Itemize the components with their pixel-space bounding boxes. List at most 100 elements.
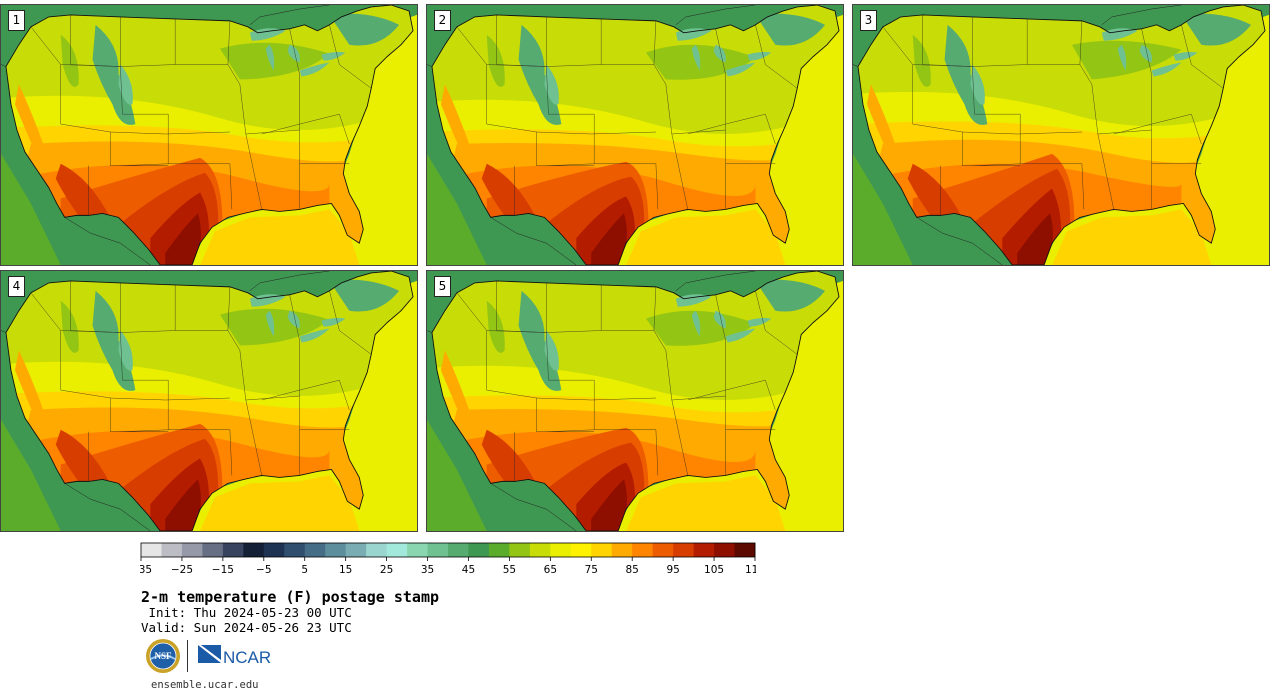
colorbar-swatch [632,543,654,557]
lake-huron [713,44,726,63]
lake-superior [675,28,712,41]
state-borders [882,14,1224,216]
atlantic-water [616,280,843,531]
colorbar-swatch [652,543,674,557]
colorbar-swatch [325,543,347,557]
colorbar-swatch [263,543,285,557]
valid-time: Valid: Sun 2024-05-26 23 UTC [141,620,352,635]
atlantic-water [616,14,843,265]
lake-michigan [265,310,275,337]
panel-number-label: 5 [434,276,451,297]
logo-divider [187,640,188,672]
coastline [431,5,840,265]
lake-erie [725,328,756,343]
colorbar-swatch [714,543,735,557]
colorbar-swatch [304,543,326,557]
colorbar-tick-label: 25 [380,564,393,576]
init-time: Init: Thu 2024-05-23 00 UTC [141,605,352,620]
colorbar-swatch [141,543,162,557]
canada-border [1,271,330,333]
colorbar-tick-label: 35 [421,564,434,576]
map-panel-1: 1 [0,4,418,266]
gulf-water [1052,209,1212,265]
svg-text:NCAR: NCAR [223,648,271,667]
colorbar-swatch [550,543,572,557]
coastline [857,5,1266,265]
lake-michigan [1117,44,1127,71]
lake-superior [249,28,286,41]
gulf-water [626,475,786,531]
mexico-border [490,483,577,531]
lake-superior [675,294,712,307]
source-url: ensemble.ucar.edu [151,679,259,691]
colorbar-swatch [448,543,469,557]
pacific-water [427,153,487,265]
mexico-border [64,483,151,531]
gulf-water [200,209,360,265]
colorbar-swatch [427,543,449,557]
colorbar-swatch [693,543,715,557]
pacific-water [1,419,61,531]
temperature-colorbar: −35 −25 −15 −5 5 15 25 35 45 55 65 75 85 95 105 115 [140,542,756,576]
colorbar-swatch [407,543,428,557]
lake-huron [713,310,726,329]
lake-erie [299,328,330,343]
map-panel-3: 3 [852,4,1270,266]
lake-huron [287,310,300,329]
colorbar-tick-label: 75 [585,564,598,576]
state-borders [30,14,372,216]
lake-erie [299,62,330,77]
canada-border [853,5,1182,67]
state-borders [456,280,798,482]
colorbar-tick-label: 115 [745,564,756,576]
mexico-border [916,217,1003,265]
lake-ontario [747,317,772,327]
colorbar-tick-label: −25 [171,564,193,576]
atlantic-water [190,280,417,531]
coastline [5,271,414,531]
mexico-border [490,217,577,265]
gulf-water [200,475,360,531]
pacific-water [427,419,487,531]
ncar-logo-icon: NCAR [198,645,271,667]
colorbar-swatch [366,543,387,557]
canada-border [427,5,756,67]
canada-border [1,5,330,67]
map-panel-4: 4 [0,270,418,532]
pacific-water [1,153,61,265]
coastline [5,5,414,265]
colorbar-swatch [611,543,633,557]
colorbar-tick-label: −35 [140,564,152,576]
map-panel-2: 2 [426,4,844,266]
map-panel-5: 5 [426,270,844,532]
colorbar-tick-label: 45 [462,564,475,576]
lake-erie [725,62,756,77]
panel-number-label: 1 [8,10,25,31]
lake-superior [1101,28,1138,41]
colorbar-tick-label: 85 [626,564,639,576]
lake-superior [249,294,286,307]
colorbar-swatch [673,543,694,557]
gulf-water [626,209,786,265]
nsf-logo-icon: NSF [146,639,180,673]
coastline [431,271,840,531]
lake-huron [287,44,300,63]
colorbar-swatch [284,543,306,557]
atlantic-water [190,14,417,265]
colorbar-swatch [202,543,224,557]
colorbar-tick-label: 65 [544,564,557,576]
lake-erie [1151,62,1182,77]
colorbar-swatch [468,543,490,557]
state-borders [30,280,372,482]
atlantic-water [1042,14,1269,265]
colorbar-swatch [529,543,551,557]
colorbar-swatch [181,543,203,557]
mexico-border [64,217,151,265]
pacific-water [853,153,913,265]
colorbar-swatch [591,543,613,557]
state-borders [456,14,798,216]
lake-michigan [265,44,275,71]
panel-number-label: 4 [8,276,25,297]
colorbar-tick-label: −15 [212,564,234,576]
colorbar-swatch [222,543,244,557]
